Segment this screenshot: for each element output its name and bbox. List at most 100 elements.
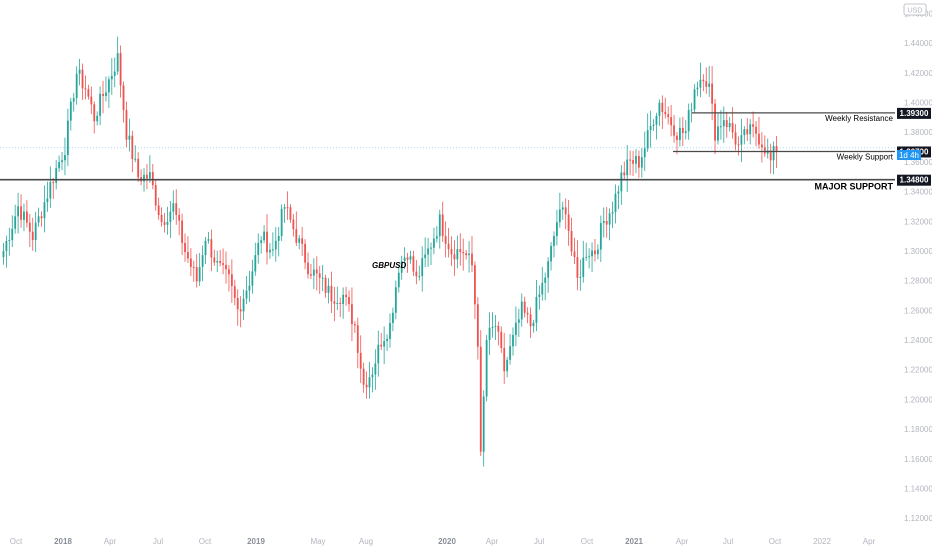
candle-body	[198, 266, 201, 282]
candle-body	[283, 207, 286, 209]
candle-body	[599, 222, 602, 250]
candle-body	[304, 243, 306, 263]
candle-body	[105, 92, 107, 97]
candle-body	[728, 123, 731, 128]
candle	[394, 280, 397, 320]
candle	[251, 259, 254, 294]
candle-body	[491, 326, 494, 328]
candle-body	[567, 214, 570, 232]
candle	[506, 356, 509, 378]
x-tick-label: Apr	[676, 537, 689, 546]
level-major-support[interactable]: MAJOR SUPPORT 1.34800	[0, 174, 931, 192]
candle	[260, 235, 263, 254]
candle-body	[743, 129, 746, 136]
candle	[151, 163, 154, 190]
candle-body	[444, 236, 447, 244]
candle-body	[409, 256, 412, 260]
candle-body	[594, 250, 596, 255]
candle	[617, 185, 620, 210]
candle	[588, 248, 591, 269]
x-tick-label: Oct	[581, 537, 594, 546]
candle-body	[696, 87, 699, 90]
candle	[456, 235, 459, 269]
candle	[476, 297, 479, 360]
candle	[418, 265, 421, 281]
candle-body	[233, 286, 236, 298]
candle-body	[371, 374, 374, 378]
candle	[25, 200, 28, 228]
candle-body	[228, 269, 230, 275]
candle-body	[725, 120, 728, 128]
candle-body	[438, 214, 441, 237]
candle-body	[635, 155, 637, 164]
candle-body	[143, 174, 145, 182]
candle	[210, 229, 213, 272]
candle-body	[658, 102, 661, 116]
x-tick-label: Apr	[863, 537, 876, 546]
candle	[763, 135, 766, 157]
candle-body	[389, 322, 391, 340]
y-tick-label: 1.26000	[904, 306, 932, 315]
candle-body	[553, 236, 555, 246]
candle-body	[163, 222, 166, 225]
currency-badge[interactable]: USD	[903, 3, 927, 16]
candle-body	[280, 208, 283, 236]
candle	[485, 335, 488, 402]
candle-body	[295, 229, 298, 243]
candle	[277, 227, 280, 257]
candle	[307, 252, 309, 279]
candle	[192, 260, 195, 282]
candle	[107, 76, 110, 108]
candle-body	[509, 346, 511, 360]
candle	[84, 75, 87, 100]
candle-body	[315, 269, 318, 274]
candle	[752, 111, 755, 138]
candle	[772, 141, 775, 175]
candle	[760, 132, 763, 163]
candle-body	[151, 172, 154, 186]
candle	[758, 116, 760, 149]
candle-body	[558, 209, 561, 223]
candle	[78, 58, 81, 86]
candle	[632, 150, 634, 176]
candle	[424, 237, 427, 268]
candle-body	[529, 314, 532, 327]
candle-body	[693, 89, 696, 110]
candle	[690, 102, 693, 123]
candle	[696, 81, 699, 97]
candle	[269, 243, 271, 259]
candle-body	[216, 261, 219, 263]
candle-body	[93, 104, 96, 122]
candle-body	[14, 216, 17, 229]
candle	[55, 160, 58, 190]
candle	[746, 118, 749, 141]
candle	[169, 201, 172, 239]
candle	[380, 332, 383, 351]
candle	[532, 319, 535, 333]
candle	[198, 253, 201, 287]
candle-body	[485, 340, 488, 397]
candle-body	[515, 322, 517, 335]
candle	[465, 250, 468, 260]
candle	[90, 86, 93, 115]
candle-body	[345, 294, 347, 298]
candle	[93, 101, 96, 134]
candle-body	[430, 247, 432, 249]
candle-body	[134, 158, 137, 160]
x-tick-label: 2022	[813, 537, 831, 546]
level-label: Weekly Resistance	[825, 114, 893, 123]
candle	[166, 206, 169, 235]
candle	[87, 84, 90, 100]
candle-body	[605, 220, 608, 225]
candle-body	[110, 75, 113, 80]
candle	[351, 287, 353, 342]
level-price-tag	[897, 107, 931, 119]
candle	[377, 330, 380, 377]
level-weekly-resistance[interactable]: Weekly Resistance 1.39300	[692, 107, 931, 123]
candle-body	[643, 148, 646, 158]
candle-body	[353, 324, 356, 326]
y-tick-label: 1.34000	[904, 188, 932, 197]
x-tick-label: May	[310, 537, 325, 546]
candle	[482, 390, 485, 467]
candle	[500, 326, 503, 353]
